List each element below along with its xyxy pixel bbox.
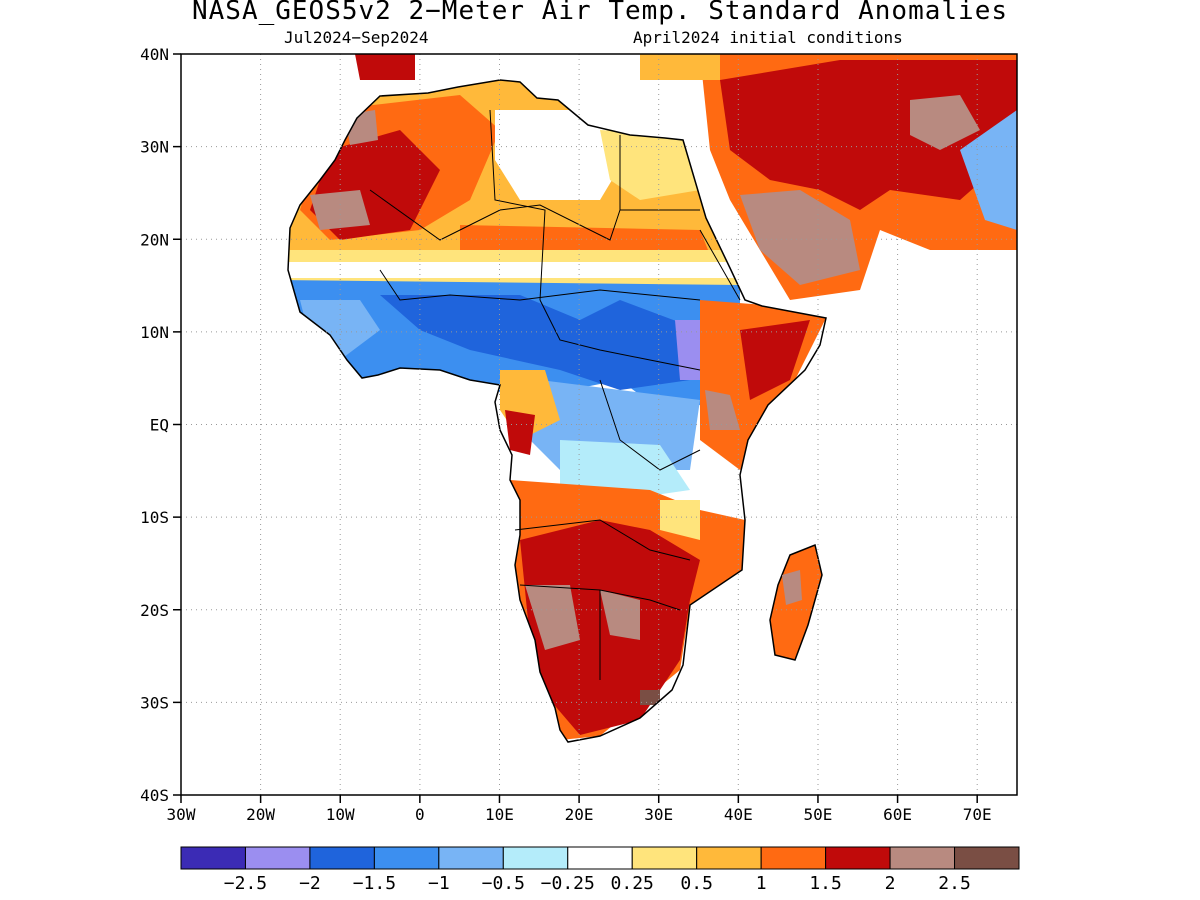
colorbar-swatch — [567, 846, 633, 870]
longitude-axis: 30W 20W 10W 0 10E 20E 30E 40E 50E 60E 70E — [167, 795, 992, 824]
lon-tick-label: 0 — [415, 805, 425, 824]
lat-tick-label: 20S — [140, 601, 169, 620]
colorbar-swatch — [631, 846, 698, 870]
lat-tick-label: 20N — [140, 230, 169, 249]
lat-tick-label: 40S — [140, 786, 169, 805]
colorbar-label: −0.5 — [482, 873, 525, 894]
colorbar-swatch — [502, 846, 569, 870]
lat-tick-label: 30S — [140, 693, 169, 712]
iran-extreme-anomaly — [910, 95, 980, 150]
initial-conditions: April2024 initial conditions — [633, 28, 903, 47]
colorbar-swatch — [438, 846, 504, 870]
colorbar-swatch — [373, 846, 440, 870]
lon-tick-label: 30E — [644, 805, 673, 824]
lon-tick-label: 70E — [963, 805, 992, 824]
lon-tick-label: 60E — [883, 805, 912, 824]
lon-tick-label: 10W — [326, 805, 355, 824]
levant-anomaly — [640, 54, 720, 80]
madagascar — [769, 543, 823, 661]
colorbar-label: −1 — [428, 873, 450, 894]
colorbar-label: 1 — [756, 873, 767, 894]
lon-tick-label: 50E — [803, 805, 832, 824]
lon-tick-label: 20E — [565, 805, 594, 824]
iberia-anomaly — [355, 54, 415, 80]
lat-tick-label: 10N — [140, 323, 169, 342]
colorbar-label: −2.5 — [224, 873, 267, 894]
colorbar-swatch — [309, 846, 375, 870]
india-cool-anomaly — [960, 110, 1017, 230]
colorbar-swatch — [244, 846, 311, 870]
lon-tick-label: 10E — [485, 805, 514, 824]
colorbar-swatch — [696, 846, 762, 870]
colorbar-label: −0.25 — [541, 873, 595, 894]
map-title: NASA_GEOS5v2 2−Meter Air Temp. Standard … — [191, 0, 1008, 26]
colorbar-label: 2 — [885, 873, 896, 894]
colorbar-swatch — [954, 846, 1020, 870]
forecast-period: Jul2024−Sep2024 — [284, 28, 429, 47]
colorbar-label: 0.25 — [611, 873, 654, 894]
lon-tick-label: 30W — [167, 805, 196, 824]
colorbar-label: −1.5 — [353, 873, 396, 894]
colorbar-label: 1.5 — [809, 873, 842, 894]
colorbar: −2.5 −2 −1.5 −1 −0.5 −0.25 0.25 0.5 1 1.5 2 2.5 — [180, 846, 1020, 894]
arabia-extreme-anomaly — [740, 190, 860, 285]
gridlines — [181, 54, 1017, 795]
colorbar-swatch — [180, 846, 246, 870]
lat-tick-label: EQ — [150, 416, 169, 435]
lon-tick-label: 20W — [246, 805, 275, 824]
colorbar-swatch — [889, 846, 956, 870]
colorbar-label: 0.5 — [680, 873, 713, 894]
latitude-axis: 40N 30N 20N 10N EQ 10S 20S 30S 40S — [140, 45, 181, 805]
country-borders — [369, 109, 741, 680]
lat-tick-label: 10S — [140, 508, 169, 527]
colorbar-label: 2.5 — [938, 873, 971, 894]
colorbar-swatch — [825, 846, 891, 870]
lon-tick-label: 40E — [724, 805, 753, 824]
lat-tick-label: 40N — [140, 45, 169, 64]
madagascar-extreme-anomaly — [782, 570, 802, 605]
colorbar-swatch — [760, 846, 827, 870]
lat-tick-label: 30N — [140, 138, 169, 157]
colorbar-label: −2 — [299, 873, 321, 894]
